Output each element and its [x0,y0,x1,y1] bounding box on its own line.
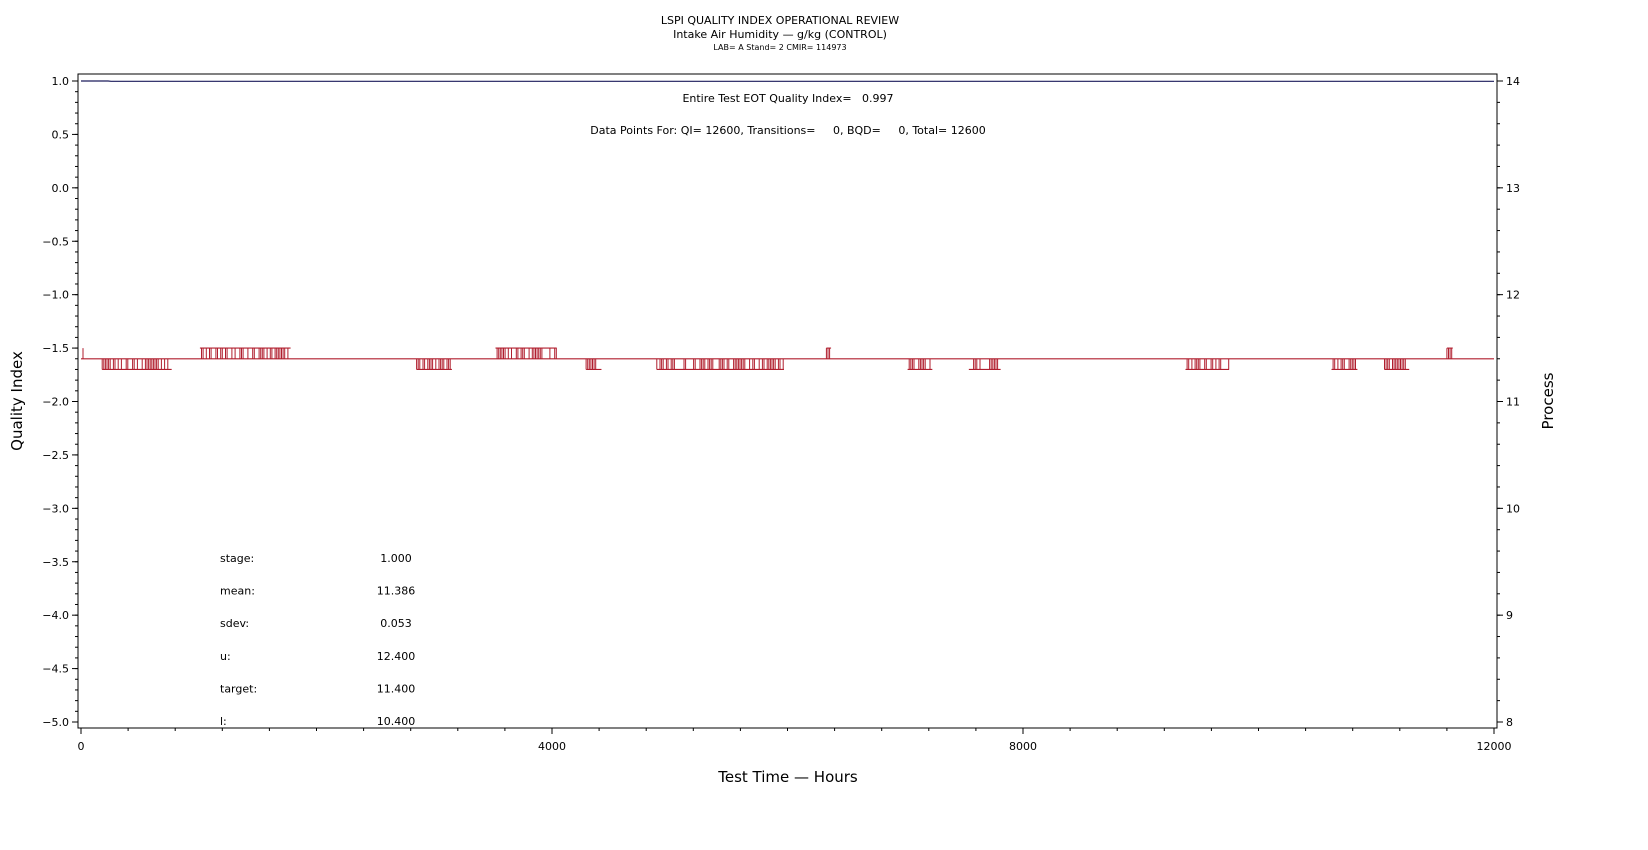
process-excursion-marks [1187,359,1229,370]
y-left-tick-label: 0.5 [52,128,70,141]
process-low-excursion [102,359,171,370]
process-high-excursion [826,348,831,359]
process-high-excursion [1447,348,1453,359]
y-left-tick-label: 0.0 [52,182,70,195]
stats-block: stage: 1.000 mean: 11.386 sdev: 0.053 u: 12.400… [220,552,415,728]
process-high-excursion [200,348,291,359]
y-left-tick-label: −4.5 [42,663,69,676]
stat-value: 11.400 [377,682,416,695]
y-left-tick-label: −2.0 [42,396,69,409]
y-axis-label-right: Process [1539,372,1557,429]
y-left-tick-label: −3.0 [42,502,69,515]
process-excursion-marks [1447,348,1452,359]
stat-value: 11.386 [377,585,416,598]
stat-value: 0.053 [380,617,412,630]
y-left-tick-label: −2.5 [42,449,69,462]
process-excursion-marks [657,359,783,370]
y-left-tick-label: −5.0 [42,716,69,729]
stat-value: 12.400 [377,650,416,663]
y-right-tick-label: 12 [1506,289,1520,302]
qi-annotation: Entire Test EOT Quality Index= 0.997 [682,92,893,105]
process-excursion-marks [202,348,288,359]
y-left-tick-label: −0.5 [42,235,69,248]
process-excursion-marks [909,359,930,370]
stat-label: mean: [220,585,255,598]
process-excursion-marks [826,348,829,359]
stat-label: u: [220,650,231,663]
y-right-tick-label: 10 [1506,502,1520,515]
stat-label: l: [220,715,227,728]
y-right-tick-label: 14 [1506,75,1520,88]
y-axis-label-left: Quality Index [8,351,26,451]
stat-label: target: [220,682,257,695]
x-tick-label: 0 [78,740,85,753]
process-high-excursion [495,348,556,359]
y-right-tick-label: 9 [1506,609,1513,622]
process-excursion-marks [586,359,596,370]
plot-frame [78,74,1497,728]
process-low-excursion [969,359,1001,370]
chart-subtitle: Intake Air Humidity — g/kg (CONTROL) [673,28,887,41]
y-right-tick-label: 11 [1506,396,1520,409]
x-tick-label: 12000 [1477,740,1512,753]
process-low-excursion [586,359,601,370]
process-low-excursion [1332,359,1358,370]
process-excursion-marks [417,359,451,370]
y-left-tick-label: −1.0 [42,289,69,302]
process-excursion-marks [974,359,998,370]
x-tick-label: 4000 [538,740,566,753]
chart-subtitle-2: LAB= A Stand= 2 CMIR= 114973 [713,43,846,52]
chart-title: LSPI QUALITY INDEX OPERATIONAL REVIEW [661,14,899,27]
process-low-excursion [417,359,452,370]
axis-ticks: 1.0 0.5 0.0 −0.5 −1.0 −1.5 −2.0 −2.5 −3.0 −3.5 −4.… [42,75,1520,753]
points-annotation: Data Points For: QI= 12600, Transitions=… [590,124,985,137]
stat-value: 1.000 [380,552,412,565]
y-right-tick-label: 8 [1506,716,1513,729]
stat-label: sdev: [220,617,249,630]
process-excursion-marks [497,348,556,359]
x-axis-label: Test Time — Hours [717,768,858,786]
process-excursion-marks [102,359,168,370]
process-low-excursion [1185,359,1229,370]
process-low-excursion [1384,359,1409,370]
y-left-tick-label: 1.0 [52,75,70,88]
stat-value: 10.400 [377,715,416,728]
process-low-excursion [908,359,933,370]
process-excursion-marks [1333,359,1355,370]
y-left-tick-label: −1.5 [42,342,69,355]
process-low-excursion [657,359,784,370]
stat-label: stage: [220,552,254,565]
y-right-tick-label: 13 [1506,182,1520,195]
process-excursion-marks [1385,359,1406,370]
x-tick-label: 8000 [1009,740,1037,753]
y-left-tick-label: −4.0 [42,609,69,622]
y-left-tick-label: −3.5 [42,556,69,569]
